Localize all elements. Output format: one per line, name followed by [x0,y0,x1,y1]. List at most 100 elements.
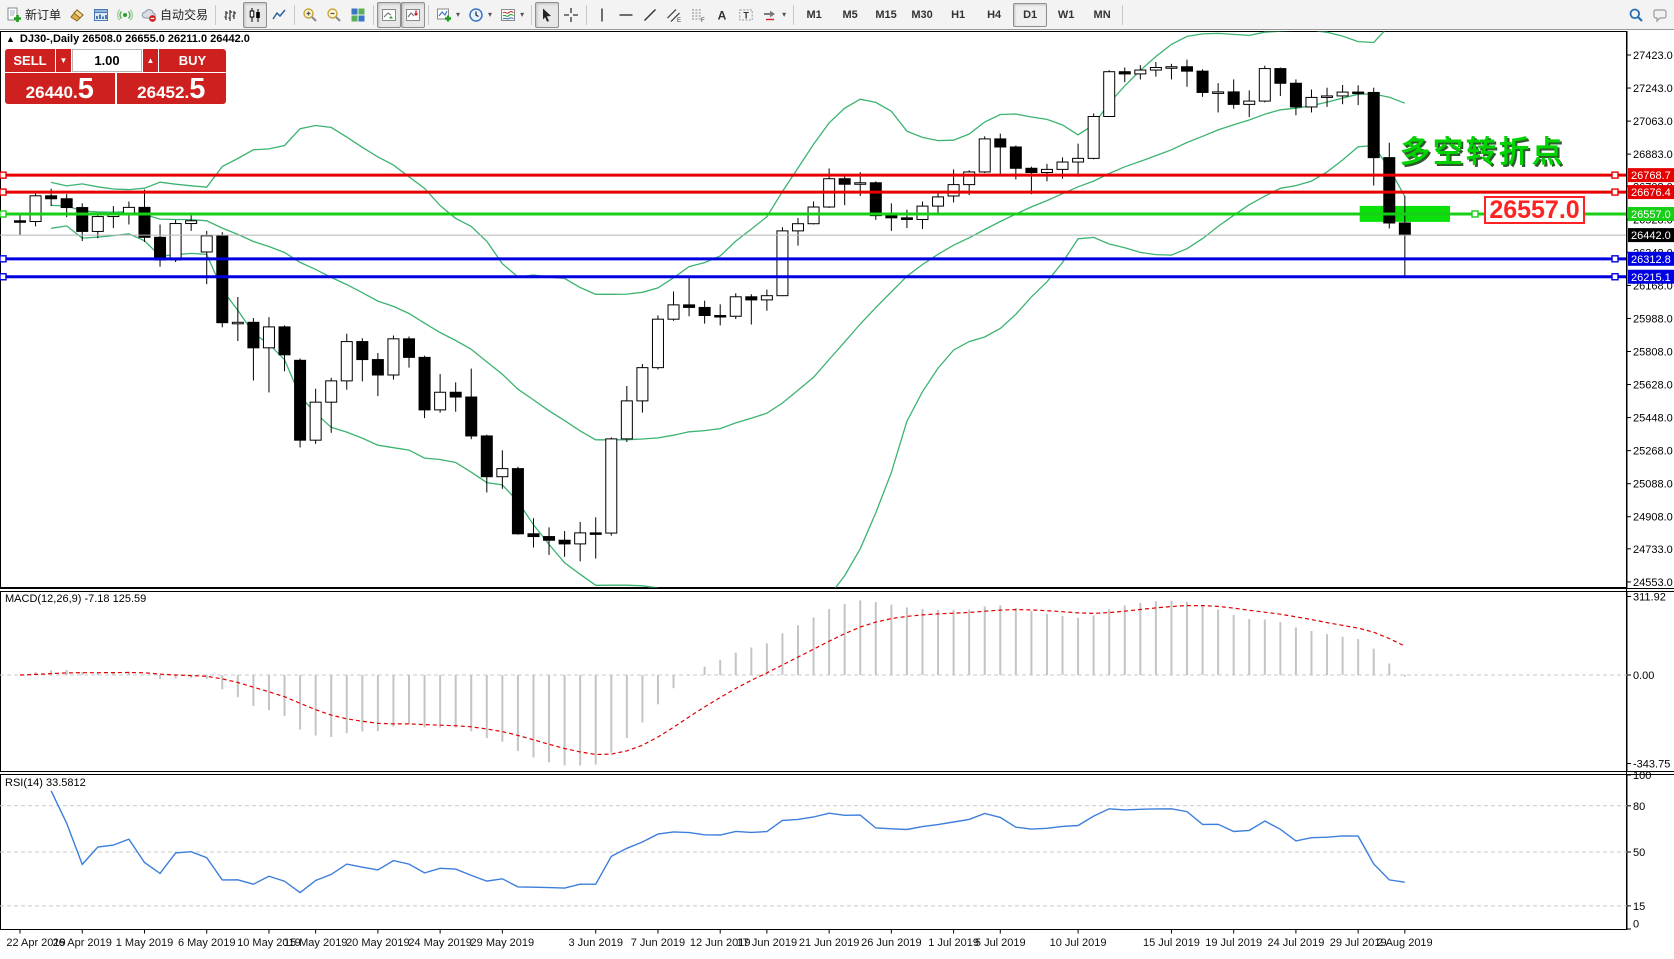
svg-text:24 Jul 2019: 24 Jul 2019 [1267,937,1324,949]
line-chart-icon [271,7,287,23]
sell-price[interactable]: 26440.5 [5,73,115,104]
zoom-out-icon [326,7,342,23]
svg-text:80: 80 [1633,801,1645,813]
timeframe-MN[interactable]: MN [1085,3,1119,27]
svg-text:15: 15 [1633,901,1645,913]
auto-trading-label: 自动交易 [160,6,208,23]
dropdown-arrow-icon[interactable]: ▾ [782,10,786,19]
svg-text:E: E [677,18,681,23]
text-button[interactable]: A [710,2,734,28]
timeframe-H1[interactable]: H1 [941,3,975,27]
svg-text:25808.0: 25808.0 [1633,346,1673,358]
timeframe-H4[interactable]: H4 [977,3,1011,27]
new-order-button[interactable]: 新订单 [2,2,65,28]
svg-text:26883.0: 26883.0 [1633,149,1673,161]
svg-text:15 Jul 2019: 15 Jul 2019 [1143,937,1200,949]
buy-button[interactable]: BUY [159,49,226,72]
svg-text:25988.0: 25988.0 [1633,313,1673,325]
charts-window-button[interactable] [89,2,113,28]
chart-shift-button[interactable] [401,2,425,28]
auto-trading-button[interactable]: 自动交易 [137,2,212,28]
svg-text:19 Jul 2019: 19 Jul 2019 [1205,937,1262,949]
svg-text:7 Jun 2019: 7 Jun 2019 [631,937,685,949]
svg-text:5 Jul 2019: 5 Jul 2019 [975,937,1026,949]
periods-button[interactable]: ▾ [464,2,496,28]
crosshair-button[interactable] [559,2,583,28]
signal-icon [117,7,133,23]
svg-text:21 Jun 2019: 21 Jun 2019 [799,937,860,949]
templates-icon [500,7,516,23]
separator [370,3,377,27]
svg-text:26 Apr 2019: 26 Apr 2019 [53,937,112,949]
tile-windows-button[interactable] [346,2,370,28]
fibonacci-button[interactable]: F [686,2,710,28]
text-label-button[interactable]: T [734,2,758,28]
price-axis[interactable]: 27423.027243.027063.026883.026708.026528… [1627,32,1674,930]
templates-button[interactable]: ▾ [496,2,528,28]
new-chart-icon [436,7,452,23]
candlestick-chart-icon [247,7,263,23]
text-label-icon: T [738,7,754,23]
fibonacci-icon: F [690,7,706,23]
separator [583,3,590,27]
sell-price-pip: 5 [78,76,94,103]
zoom-out-button[interactable] [322,2,346,28]
turning-point-annotation[interactable]: 多空转折点 [1400,127,1565,171]
signal-button[interactable] [113,2,137,28]
buy-price-main: 26452 [137,83,184,103]
trendline-button[interactable] [638,2,662,28]
candlestick-chart-button[interactable] [243,2,267,28]
bar-chart-button[interactable] [219,2,243,28]
zoom-in-icon [302,7,318,23]
equidistant-channel-button[interactable]: E [662,2,686,28]
separator [790,3,797,27]
sell-price-main: 26440 [26,83,73,103]
horizontal-line-button[interactable] [614,2,638,28]
new-order-label: 新订单 [25,6,61,23]
volume-up-button[interactable]: ▲ [143,49,158,72]
svg-text:26442.0: 26442.0 [1631,230,1671,242]
timeframe-M30[interactable]: M30 [905,3,939,27]
line-chart-button[interactable] [267,2,291,28]
shapes-button[interactable]: ▾ [758,2,790,28]
svg-text:50: 50 [1633,847,1645,859]
svg-text:100: 100 [1633,770,1651,782]
search-button[interactable] [1624,2,1648,28]
svg-text:27243.0: 27243.0 [1633,83,1673,95]
price-callout-box[interactable]: 26557.0 [1484,196,1585,224]
volume-input[interactable]: 1.00 [72,49,142,72]
zoom-in-button[interactable] [298,2,322,28]
svg-text:26 Jun 2019: 26 Jun 2019 [861,937,922,949]
svg-text:26676.4: 26676.4 [1631,187,1671,199]
buy-price[interactable]: 26452.5 [117,73,227,104]
new-chart-button[interactable]: ▾ [432,2,464,28]
timeframe-M15[interactable]: M15 [869,3,903,27]
sell-button[interactable]: SELL [5,49,55,72]
vertical-line-button[interactable] [590,2,614,28]
separator [291,3,298,27]
svg-text:3 Jun 2019: 3 Jun 2019 [569,937,623,949]
new-order-icon [6,7,22,23]
crosshair-icon [563,7,579,23]
svg-text:27423.0: 27423.0 [1633,50,1673,62]
chat-button[interactable] [1648,2,1672,28]
svg-text:25268.0: 25268.0 [1633,446,1673,458]
tile-windows-icon [350,7,366,23]
dropdown-arrow-icon[interactable]: ▾ [456,10,460,19]
timeframe-M5[interactable]: M5 [833,3,867,27]
timeframe-D1[interactable]: D1 [1013,3,1047,27]
auto-scroll-button[interactable] [377,2,401,28]
dropdown-arrow-icon[interactable]: ▾ [520,10,524,19]
eraser-button[interactable] [65,2,89,28]
svg-text:0: 0 [1633,919,1639,931]
cursor-button[interactable] [535,2,559,28]
svg-text:F: F [701,18,705,23]
timeframe-M1[interactable]: M1 [797,3,831,27]
dropdown-arrow-icon[interactable]: ▾ [488,10,492,19]
collapse-panel-icon[interactable]: ▲ [6,34,15,44]
separator [212,3,219,27]
timeframe-W1[interactable]: W1 [1049,3,1083,27]
volume-down-button[interactable]: ▼ [56,49,71,72]
